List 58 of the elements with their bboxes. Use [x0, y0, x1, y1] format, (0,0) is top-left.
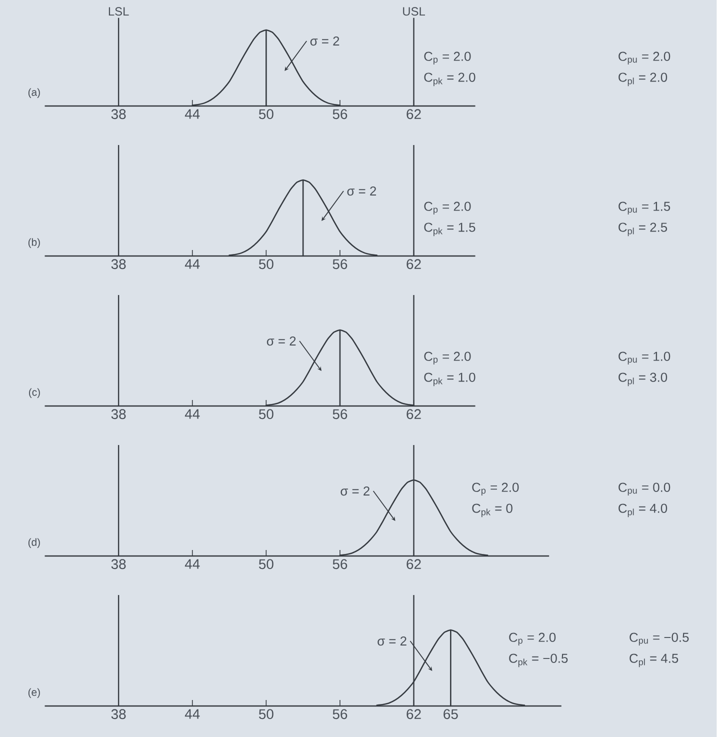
x-tick-label: 38	[111, 409, 126, 420]
x-tick-label: 56	[332, 709, 348, 720]
x-tick-label: 50	[259, 259, 274, 270]
text: C$_{pl}$ = 2.0	[618, 72, 668, 86]
text: C$_{pu}$ = 1.5	[618, 202, 670, 214]
x-tick-label: 50	[259, 409, 274, 420]
x-tick-label: 44	[185, 709, 200, 719]
x-tick-label: 38	[111, 259, 126, 270]
x-tick-label: 62	[406, 709, 421, 720]
annotation: σ = 2	[347, 186, 376, 196]
text: C$_{pl}$ = 4.5	[630, 654, 678, 668]
annotation: C$_{p}$ = 2.0	[472, 482, 519, 496]
text: C$_{pu}$ = 1.0	[618, 352, 670, 364]
x-tick-label: 44	[185, 559, 200, 569]
annotation: C$_{pk}$ = 0	[472, 504, 513, 518]
text: (d)	[28, 538, 40, 548]
x-tick-label: 50	[259, 109, 274, 120]
annotation: C$_{p}$ = 2.0	[509, 632, 556, 646]
annotation: C$_{pk}$ = 1.0	[424, 372, 476, 386]
annotation: σ = 2	[378, 636, 406, 646]
x-tick-label: 56	[332, 559, 348, 570]
text: C$_{pu}$ = −0.5	[630, 632, 689, 646]
x-tick-label: 62	[406, 259, 421, 270]
x-tick-label: 56	[332, 109, 348, 120]
annotation: C$_{p}$ = 2.0	[424, 352, 471, 364]
x-tick-label: 38	[111, 109, 126, 120]
ref-line-label: LSL	[109, 7, 129, 16]
text: (a)	[28, 88, 40, 98]
x-tick-label: 56	[332, 409, 348, 420]
text: C$_{pl}$ = 4.0	[618, 504, 668, 518]
text: (e)	[28, 688, 40, 698]
annotation: σ = 2	[310, 36, 340, 46]
x-tick-label: 56	[332, 259, 348, 270]
x-tick-label: 62	[406, 409, 421, 420]
text: C$_{pl}$ = 3.0	[618, 372, 668, 386]
x-tick-label: 62	[406, 559, 421, 570]
annotation: C$_{p}$ = 2.0	[424, 202, 471, 214]
x-tick-label: 44	[185, 109, 200, 119]
x-tick-label: 44	[185, 259, 200, 269]
x-tick-label: 44	[185, 409, 200, 419]
annotation: C$_{pk}$ = −0.5	[509, 654, 568, 668]
ref-line-label: USL	[403, 7, 426, 16]
x-tick-label: 65	[444, 709, 458, 720]
text: C$_{pu}$ = 0.0	[618, 482, 670, 496]
x-tick-label: 62	[406, 109, 421, 120]
annotation: σ = 2	[340, 486, 370, 496]
x-tick-label: 50	[259, 709, 274, 720]
annotation: σ = 2	[267, 336, 296, 346]
text: C$_{pl}$ = 2.5	[618, 222, 668, 236]
annotation: C$_{pk}$ = 2.0	[424, 72, 476, 86]
text: (b)	[28, 238, 40, 248]
annotation: C$_{p}$ = 2.0	[424, 52, 471, 64]
annotation: C$_{pk}$ = 1.5	[424, 222, 476, 236]
text: C$_{pu}$ = 2.0	[618, 52, 670, 64]
x-tick-label: 38	[111, 709, 126, 720]
x-tick-label: 50	[259, 559, 274, 570]
text: (c)	[29, 388, 40, 398]
x-tick-label: 38	[111, 559, 126, 570]
